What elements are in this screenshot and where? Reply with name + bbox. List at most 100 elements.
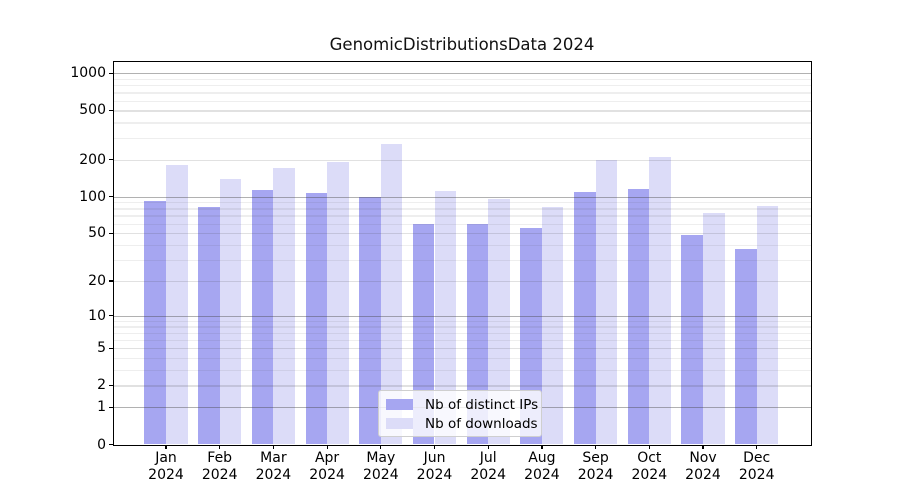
x-tick-label: Aug 2024 xyxy=(524,450,560,483)
y-tick-label: 10 xyxy=(88,307,106,324)
bar xyxy=(595,159,618,445)
y-tick-mark xyxy=(109,347,114,349)
y-tick-label: 5 xyxy=(97,340,106,357)
bar xyxy=(359,196,381,445)
gridline xyxy=(114,92,811,94)
x-tick-mark xyxy=(380,444,382,449)
legend: Nb of distinct IPs Nb of downloads xyxy=(378,390,542,437)
x-tick-label: Nov 2024 xyxy=(685,450,721,483)
gridline xyxy=(114,159,811,161)
bar xyxy=(198,207,220,445)
x-tick-label: Jun 2024 xyxy=(416,450,453,483)
x-tick-mark xyxy=(165,444,167,449)
x-tick-mark xyxy=(595,444,597,449)
x-tick-mark xyxy=(702,444,704,449)
gridline xyxy=(114,110,811,112)
bar xyxy=(273,168,295,445)
x-tick-label: Mar 2024 xyxy=(255,450,292,483)
gridline xyxy=(114,208,811,210)
y-tick-label: 500 xyxy=(79,102,106,119)
chart-title: GenomicDistributionsData 2024 xyxy=(329,35,595,54)
gridline xyxy=(114,244,811,247)
gridline xyxy=(114,259,811,262)
gridline xyxy=(114,122,811,124)
bar xyxy=(144,200,166,445)
gridline xyxy=(114,348,811,350)
y-tick-mark xyxy=(109,443,114,446)
x-tick-mark xyxy=(541,444,543,449)
y-tick-mark xyxy=(109,72,114,74)
bar xyxy=(541,207,564,445)
gridline xyxy=(114,223,811,225)
x-tick-label: Dec 2024 xyxy=(738,450,775,483)
y-tick-label: 100 xyxy=(79,188,106,205)
gridline xyxy=(114,332,811,334)
y-tick-mark xyxy=(109,195,114,198)
gridline xyxy=(114,320,811,322)
bar xyxy=(434,191,457,445)
x-tick-label: May 2024 xyxy=(362,450,399,483)
bar xyxy=(380,144,403,445)
bar xyxy=(251,189,274,445)
bar xyxy=(735,249,757,445)
bar xyxy=(305,193,328,445)
y-tick-label: 2 xyxy=(97,377,106,394)
gridline xyxy=(114,196,811,198)
bar xyxy=(488,199,510,445)
bar xyxy=(166,164,188,445)
x-tick-mark xyxy=(756,444,758,449)
gridline xyxy=(114,215,811,217)
y-tick-mark xyxy=(109,384,114,387)
gridline xyxy=(114,202,811,204)
y-tick-label: 20 xyxy=(88,272,106,289)
y-tick-mark xyxy=(109,158,114,161)
gridline xyxy=(114,370,811,372)
x-tick-mark xyxy=(487,444,489,449)
y-tick-label: 1 xyxy=(97,399,106,416)
gridline xyxy=(114,100,811,102)
gridline xyxy=(114,85,811,87)
gridline xyxy=(114,385,811,387)
legend-label: Nb of downloads xyxy=(425,415,538,432)
gridline xyxy=(114,315,811,317)
legend-label: Nb of distinct IPs xyxy=(425,396,539,413)
legend-swatch-distinct-ips xyxy=(386,399,413,410)
x-tick-mark xyxy=(648,444,650,449)
gridline xyxy=(114,326,811,328)
y-tick-mark xyxy=(109,280,114,282)
y-tick-label: 0 xyxy=(97,436,106,453)
x-tick-label: Jan 2024 xyxy=(148,450,184,483)
y-tick-mark xyxy=(109,406,114,408)
bar xyxy=(627,189,650,445)
legend-item: Nb of distinct IPs xyxy=(386,396,538,413)
x-tick-mark xyxy=(272,444,275,449)
y-tick-label: 50 xyxy=(88,225,106,242)
bar xyxy=(681,235,703,445)
gridline xyxy=(114,233,811,235)
bar xyxy=(649,156,671,445)
x-tick-label: Oct 2024 xyxy=(631,450,668,483)
bar xyxy=(756,205,779,445)
bar xyxy=(703,213,725,445)
gridline xyxy=(114,137,811,139)
bar xyxy=(219,179,242,445)
x-tick-label: Feb 2024 xyxy=(201,450,238,483)
gridline xyxy=(114,73,811,75)
legend-swatch-downloads xyxy=(386,418,413,429)
legend-item: Nb of downloads xyxy=(386,415,538,432)
y-tick-mark xyxy=(109,109,114,112)
bar xyxy=(412,223,435,445)
bar xyxy=(466,224,489,445)
x-tick-label: Jul 2024 xyxy=(470,450,506,483)
x-tick-mark xyxy=(433,444,436,449)
y-tick-mark xyxy=(109,315,114,317)
x-tick-mark xyxy=(326,444,328,449)
y-tick-label: 200 xyxy=(79,151,106,168)
y-tick-mark xyxy=(109,232,114,234)
gridline xyxy=(114,280,811,283)
gridline xyxy=(114,358,811,360)
y-tick-label: 1000 xyxy=(70,65,106,82)
x-tick-label: Apr 2024 xyxy=(309,450,345,483)
bar xyxy=(574,192,596,445)
